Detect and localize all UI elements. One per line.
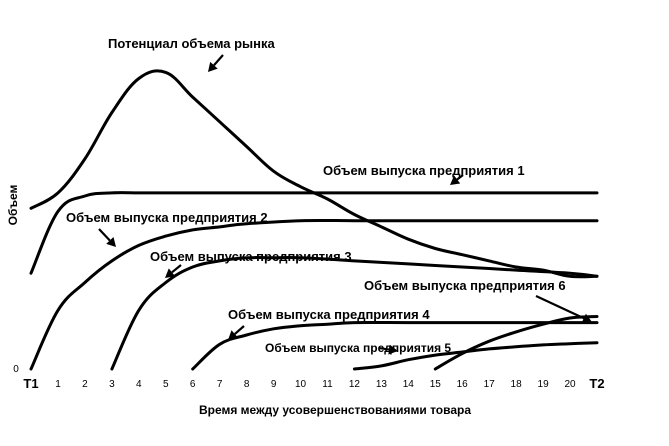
annotation-enterprise-6: Объем выпуска предприятия 6 [364,278,566,293]
x-tick-label-20: 20 [564,379,576,390]
x-tick-label-3: 3 [109,379,115,390]
annotation-enterprise-2: Объем выпуска предприятия 2 [66,210,268,225]
series-line-3 [110,256,599,371]
x-tick-label-9: 9 [271,379,277,390]
annotation-enterprise-3: Объем выпуска предприятия 3 [150,249,352,264]
series-line-5 [352,341,599,371]
annotation-arrow-3 [165,264,182,278]
x-tick-label-10: 10 [295,379,307,390]
series-line-1 [29,191,599,275]
x-tick-labels: T1 1 2 3 4 5 6 7 8 9 10 11 12 13 14 15 16 17 18 19 20 T2 [23,376,604,391]
annotation-enterprise-1: Объем выпуска предприятия 1 [323,163,525,178]
x-tick-label-7: 7 [217,379,223,390]
annotation-arrow-0 [208,54,224,72]
annotation-enterprise-5: Объем выпуска предприятия 5 [265,341,451,355]
annotation-arrow-4 [535,295,592,323]
series-line-6 [433,315,599,371]
annotation-arrow-2 [98,228,116,247]
x-tick-label-0: T1 [23,376,38,391]
curves-layer [29,69,599,371]
x-tick-label-1: 1 [55,379,61,390]
x-tick-label-2: 2 [82,379,88,390]
x-tick-label-12: 12 [349,379,361,390]
x-tick-label-13: 13 [376,379,388,390]
x-tick-label-19: 19 [538,379,550,390]
x-tick-label-18: 18 [511,379,523,390]
annotation-arrow-1 [450,174,464,185]
annotation-market-potential: Потенциал объема рынка [108,36,276,51]
x-tick-label-11: 11 [322,379,333,390]
x-tick-label-16: 16 [457,379,469,390]
y-axis-label: Объем [6,185,20,226]
x-tick-label-15: 15 [430,379,442,390]
x-tick-label-14: 14 [403,379,415,390]
annotation-arrow-5 [228,325,245,340]
x-tick-label-6: 6 [190,379,196,390]
x-axis-label: Время между усовершенствованиями товара [199,403,471,417]
x-tick-label-4: 4 [136,379,142,390]
x-tick-label-5: 5 [163,379,169,390]
x-tick-label-8: 8 [244,379,250,390]
annotation-enterprise-4: Объем выпуска предприятия 4 [228,307,430,322]
series-line-2 [29,218,599,371]
arrows-layer [98,54,592,355]
x-tick-label-17: 17 [484,379,496,390]
series-line-4 [191,321,599,371]
y-tick-label-0: 0 [13,364,19,375]
x-tick-label-21: T2 [589,376,604,391]
annotation-arrow-6 [378,344,398,355]
